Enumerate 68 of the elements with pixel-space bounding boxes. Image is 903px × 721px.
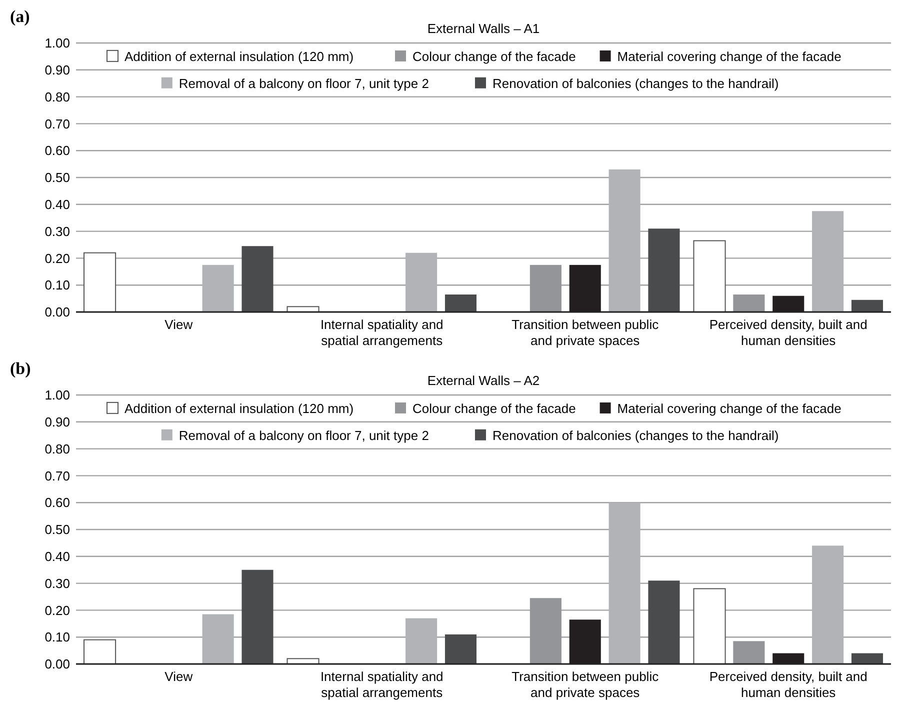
- bar: [202, 614, 234, 664]
- y-tick-label: 0.60: [44, 143, 70, 158]
- bar: [648, 580, 680, 664]
- y-tick-label: 0.50: [44, 170, 70, 186]
- y-tick-label: 1.00: [44, 36, 70, 51]
- bar: [733, 294, 765, 312]
- bar: [406, 252, 438, 312]
- y-tick-label: 0.90: [44, 414, 70, 430]
- bar: [530, 264, 562, 312]
- bar: [242, 570, 274, 664]
- bar: [202, 264, 234, 312]
- bar: [693, 588, 726, 664]
- y-tick-label: 0.40: [44, 196, 70, 212]
- y-tick-label: 0.70: [44, 116, 70, 132]
- bar: [242, 246, 274, 312]
- bar: [812, 211, 844, 312]
- x-tick-label: Perceived density, built and human densities: [709, 317, 868, 348]
- legend-label: Addition of external insulation (120 mm): [124, 401, 354, 416]
- x-tick-label: Internal spatiality and spatial arrangements: [320, 669, 444, 700]
- y-tick-label: 0.80: [44, 89, 70, 104]
- y-tick-label: 0.00: [44, 656, 70, 672]
- y-tick-label: 0.70: [44, 468, 70, 484]
- x-tick-label: Perceived density, built and human densities: [709, 669, 868, 700]
- y-tick-label: 0.90: [44, 62, 70, 78]
- y-tick-label: 0.00: [44, 304, 70, 320]
- bar: [733, 641, 765, 664]
- legend-label: Removal of a balcony on floor 7, unit type 2: [178, 76, 429, 91]
- y-tick-label: 0.30: [44, 224, 70, 239]
- y-tick-label: 0.10: [44, 278, 70, 293]
- y-tick-label: 0.40: [44, 548, 70, 564]
- x-tick-label: Transition between public and private spaces: [512, 317, 660, 348]
- y-tick-label: 0.50: [44, 522, 70, 538]
- chart-title: External Walls – A1: [427, 21, 540, 36]
- bar: [444, 634, 477, 664]
- text: (b): [10, 359, 31, 378]
- bar: [693, 240, 726, 312]
- legend-label: Addition of external insulation (120 mm): [124, 49, 354, 64]
- bar: [608, 502, 640, 664]
- legend-label: Removal of a balcony on floor 7, unit type 2: [178, 428, 429, 443]
- legend-label: Material covering change of the facade: [617, 49, 842, 64]
- chart-title: External Walls – A2: [427, 373, 540, 388]
- legend-label: Renovation of balconies (changes to the handrail): [492, 428, 779, 443]
- y-tick-label: 0.80: [44, 441, 70, 456]
- y-tick-label: 1.00: [44, 388, 70, 403]
- y-tick-label: 0.60: [44, 495, 70, 510]
- x-tick-label: Internal spatiality and spatial arrangements: [320, 317, 444, 348]
- bar: [608, 169, 640, 312]
- y-tick-label: 0.30: [44, 576, 70, 591]
- x-tick-label: View: [164, 317, 194, 332]
- x-tick-label: View: [164, 669, 194, 684]
- legend-label: Renovation of balconies (changes to the handrail): [492, 76, 779, 91]
- y-tick-label: 0.10: [44, 630, 70, 645]
- x-tick-label: Transition between public and private spaces: [512, 669, 660, 700]
- bar: [406, 618, 438, 664]
- legend-label: Material covering change of the facade: [617, 401, 842, 416]
- bar: [84, 639, 116, 664]
- bar: [851, 653, 883, 664]
- text: (a): [10, 7, 30, 26]
- bar: [812, 546, 844, 664]
- bar: [851, 300, 883, 312]
- bar: [648, 228, 680, 312]
- y-tick-label: 0.20: [44, 602, 70, 618]
- bar: [530, 598, 562, 664]
- legend-label: Colour change of the facade: [412, 49, 576, 64]
- y-tick-label: 0.20: [44, 250, 70, 266]
- bar: [84, 252, 116, 312]
- bar: [444, 294, 477, 312]
- legend-label: Colour change of the facade: [412, 401, 576, 416]
